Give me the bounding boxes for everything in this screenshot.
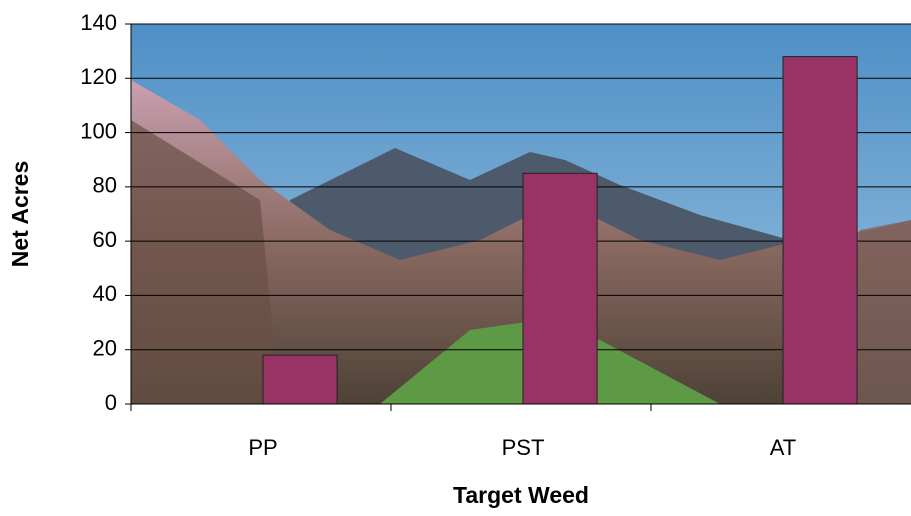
y-tick-label: 120 xyxy=(80,64,117,89)
bars xyxy=(262,56,858,405)
bar xyxy=(522,172,598,405)
bar xyxy=(782,56,858,405)
y-tick-label: 100 xyxy=(80,118,117,143)
x-tick-label: PP xyxy=(248,435,277,460)
y-tick-label: 80 xyxy=(93,173,117,198)
y-tick-label: 40 xyxy=(93,281,117,306)
x-axis-title: Target Weed xyxy=(453,482,589,508)
x-tick-label: AT xyxy=(770,435,796,460)
x-tick-label: PST xyxy=(502,435,545,460)
y-tick-label: 60 xyxy=(93,227,117,252)
y-tick-label: 140 xyxy=(80,10,117,35)
y-tick-label: 20 xyxy=(93,336,117,361)
y-axis-title: Net Acres xyxy=(7,161,33,268)
y-tick-label: 0 xyxy=(105,390,117,415)
bar xyxy=(262,354,338,405)
